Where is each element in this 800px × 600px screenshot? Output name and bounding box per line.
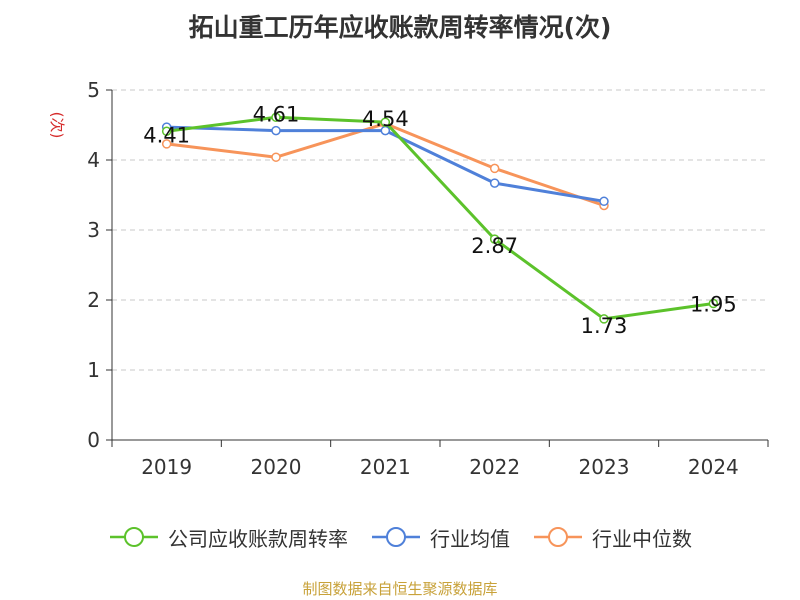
series-point-2 bbox=[161, 139, 172, 149]
legend-label: 行业均值 bbox=[430, 526, 510, 551]
series-line-1 bbox=[166, 125, 605, 203]
series-point-1 bbox=[489, 178, 500, 188]
chart-title: 拓山重工历年应收账款周转率情况(次) bbox=[188, 13, 612, 42]
series-point-0 bbox=[489, 234, 500, 244]
source-note: 制图数据来自恒生聚源数据库 bbox=[302, 580, 498, 598]
series-point-2 bbox=[489, 163, 500, 174]
legend-item[interactable]: 公司应收账款周转率 bbox=[108, 523, 348, 552]
series-point-0 bbox=[380, 117, 391, 127]
legend-marker-icon bbox=[110, 527, 158, 547]
y-tick-label: 5 bbox=[87, 78, 100, 102]
legend-label: 行业中位数 bbox=[592, 526, 692, 551]
series-point-2 bbox=[271, 152, 281, 162]
data-label: 4.41 bbox=[143, 123, 190, 147]
x-tick-label: 2024 bbox=[688, 455, 739, 479]
data-label: 2.87 bbox=[471, 234, 518, 258]
y-tick-label: 4 bbox=[87, 148, 100, 172]
series-point-0 bbox=[271, 112, 281, 123]
y-tick-label: 1 bbox=[87, 358, 100, 382]
data-label: 1.95 bbox=[690, 293, 737, 317]
x-tick-label: 2019 bbox=[141, 455, 192, 479]
series-line-0 bbox=[166, 115, 714, 321]
series-point-0 bbox=[161, 126, 172, 137]
series-point-1 bbox=[271, 125, 281, 136]
legend: 公司应收账款周转率 行业均值 行业中位数 bbox=[0, 520, 800, 554]
y-tick-label: 3 bbox=[87, 218, 100, 242]
legend-label: 公司应收账款周转率 bbox=[168, 526, 348, 551]
data-labels: 4.41 4.61 4.54 2.87 1.73 1.95 bbox=[143, 102, 736, 338]
y-tick-label: 0 bbox=[87, 428, 100, 452]
x-tick-label: 2021 bbox=[360, 455, 411, 479]
x-tick-label: 2020 bbox=[251, 455, 302, 479]
data-label: 1.73 bbox=[581, 314, 628, 338]
series-lines bbox=[161, 112, 719, 324]
legend-marker-icon bbox=[372, 527, 420, 547]
data-label: 4.54 bbox=[362, 107, 409, 131]
x-tick-label: 2022 bbox=[469, 455, 520, 479]
series-line-2 bbox=[166, 122, 605, 207]
legend-item[interactable]: 行业均值 bbox=[370, 523, 510, 552]
series-point-1 bbox=[599, 196, 609, 207]
axes: 0 1 2 3 4 5 2019 2020 2021 2022 2023 2024 (次) bbox=[48, 78, 769, 479]
data-label: 4.61 bbox=[253, 102, 300, 126]
y-axis-label: (次) bbox=[48, 112, 66, 139]
series-point-0 bbox=[708, 298, 719, 309]
legend-marker-icon bbox=[534, 527, 582, 547]
series-point-0 bbox=[599, 314, 609, 324]
y-tick-label: 2 bbox=[87, 288, 100, 312]
legend-item[interactable]: 行业中位数 bbox=[532, 523, 692, 552]
grid-lines bbox=[112, 89, 768, 371]
x-tick-label: 2023 bbox=[579, 455, 630, 479]
